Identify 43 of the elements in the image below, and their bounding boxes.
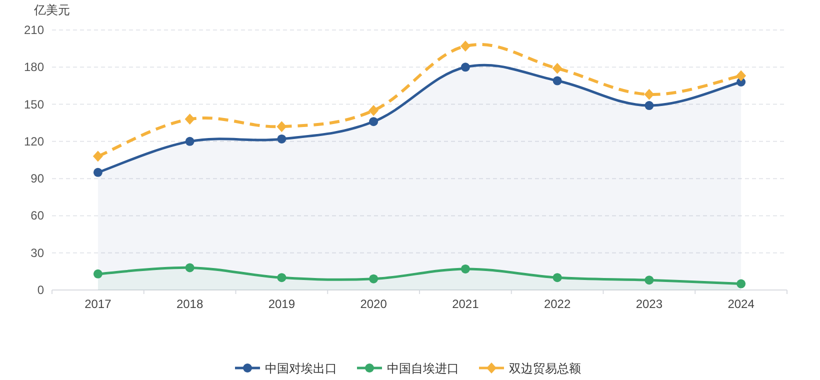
point (460, 40, 470, 52)
point (460, 62, 470, 72)
point (277, 273, 286, 282)
point (460, 264, 470, 274)
point (93, 168, 102, 177)
x-tick-label: 2024 (728, 297, 755, 311)
point (736, 70, 746, 82)
point (644, 101, 654, 110)
point (93, 269, 102, 278)
y-tick-label: 0 (37, 283, 44, 297)
y-tick-label: 60 (30, 208, 44, 223)
point (185, 263, 194, 272)
point (184, 114, 195, 125)
legend-label: 中国对埃出口 (265, 362, 337, 376)
y-tick-label: 180 (24, 60, 44, 74)
point (736, 279, 746, 288)
point (368, 104, 379, 116)
y-tick-label: 120 (24, 134, 44, 148)
x-tick-label: 2019 (268, 297, 296, 311)
x-tick-label: 2018 (176, 297, 204, 311)
point (92, 150, 103, 162)
x-tick-label: 2020 (360, 297, 388, 311)
x-tick-label: 2022 (544, 297, 571, 311)
x-tick-label: 2021 (452, 297, 480, 311)
point (276, 121, 287, 132)
point (644, 88, 654, 100)
point (369, 117, 378, 126)
x-tick-label: 2017 (84, 297, 112, 311)
point (277, 134, 286, 144)
point (185, 136, 194, 146)
y-tick-label: 30 (30, 246, 44, 260)
point (552, 273, 562, 282)
legend-label: 双边贸易总额 (509, 362, 581, 376)
x-tick-label: 2023 (636, 297, 663, 311)
y-tick-label: 210 (24, 23, 44, 37)
point (644, 276, 654, 285)
point (552, 76, 562, 86)
point (552, 62, 562, 74)
y-tick-label: 150 (24, 97, 44, 112)
y-tick-label: 90 (30, 172, 44, 186)
point (369, 274, 378, 284)
legend-label: 中国自埃进口 (387, 362, 459, 376)
y-axis-title: 亿美元 (33, 3, 70, 17)
